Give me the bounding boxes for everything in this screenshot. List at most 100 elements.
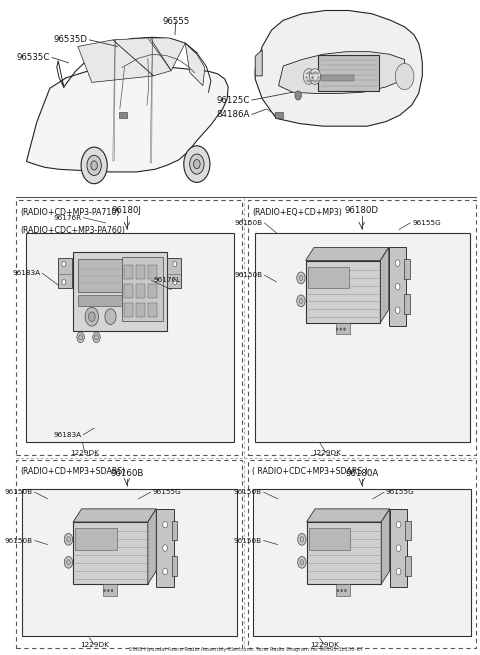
- Polygon shape: [278, 52, 405, 94]
- Circle shape: [298, 533, 306, 545]
- Polygon shape: [73, 509, 156, 522]
- Text: 96180A: 96180A: [345, 469, 378, 478]
- Polygon shape: [150, 38, 185, 71]
- Circle shape: [340, 328, 342, 330]
- Bar: [73, 522, 148, 584]
- Circle shape: [93, 332, 100, 343]
- Circle shape: [395, 64, 414, 90]
- Bar: [148, 284, 157, 298]
- Circle shape: [297, 295, 305, 307]
- Bar: [336, 584, 350, 596]
- Bar: [336, 323, 349, 334]
- Bar: [123, 265, 133, 279]
- Text: 84186A: 84186A: [216, 110, 250, 119]
- Bar: [123, 284, 133, 298]
- Text: 96150B: 96150B: [235, 220, 263, 226]
- Circle shape: [300, 536, 304, 542]
- Text: 96180D: 96180D: [345, 206, 379, 215]
- Circle shape: [91, 161, 97, 170]
- Bar: [405, 521, 411, 540]
- Bar: [275, 112, 283, 119]
- Bar: [172, 556, 177, 576]
- Polygon shape: [78, 40, 154, 83]
- Bar: [168, 258, 181, 288]
- Text: 96535D: 96535D: [53, 35, 87, 45]
- Bar: [255, 233, 470, 442]
- Bar: [390, 509, 408, 588]
- Text: (RADIO+EQ+CD+MP3): (RADIO+EQ+CD+MP3): [252, 208, 342, 217]
- Circle shape: [299, 275, 303, 280]
- Bar: [136, 265, 145, 279]
- Circle shape: [77, 332, 84, 343]
- Circle shape: [395, 307, 400, 314]
- Bar: [156, 509, 174, 588]
- Text: 1229DK: 1229DK: [71, 450, 99, 456]
- Circle shape: [396, 521, 401, 528]
- Bar: [78, 259, 122, 291]
- Circle shape: [190, 154, 204, 174]
- Circle shape: [104, 590, 106, 592]
- Polygon shape: [185, 43, 205, 86]
- Circle shape: [163, 545, 168, 552]
- Text: 96555: 96555: [162, 17, 190, 26]
- Circle shape: [62, 280, 66, 285]
- Circle shape: [193, 160, 200, 169]
- Bar: [22, 489, 237, 636]
- Polygon shape: [307, 509, 390, 522]
- Polygon shape: [148, 509, 156, 584]
- Bar: [123, 303, 133, 316]
- Polygon shape: [306, 248, 389, 261]
- Circle shape: [87, 155, 101, 176]
- Bar: [16, 200, 242, 455]
- Bar: [148, 303, 157, 316]
- Circle shape: [85, 307, 98, 326]
- Bar: [136, 303, 145, 316]
- Circle shape: [395, 284, 400, 290]
- Polygon shape: [381, 509, 390, 584]
- Circle shape: [64, 533, 72, 545]
- Polygon shape: [380, 248, 389, 323]
- Bar: [136, 284, 145, 298]
- Bar: [172, 521, 177, 540]
- Bar: [78, 295, 122, 306]
- Bar: [321, 75, 354, 81]
- Circle shape: [344, 328, 346, 330]
- Bar: [318, 55, 379, 91]
- Polygon shape: [255, 50, 262, 76]
- Bar: [122, 257, 163, 322]
- Bar: [75, 528, 117, 550]
- Text: (RADIO+CD+MP3+SDARS): (RADIO+CD+MP3+SDARS): [21, 468, 126, 476]
- Bar: [103, 584, 117, 596]
- Bar: [16, 460, 242, 648]
- Circle shape: [297, 272, 305, 284]
- Circle shape: [396, 545, 401, 552]
- Polygon shape: [26, 66, 228, 172]
- Circle shape: [184, 146, 210, 182]
- Text: 96183A: 96183A: [12, 271, 40, 276]
- Text: 96150B: 96150B: [235, 272, 263, 278]
- Circle shape: [396, 569, 401, 575]
- Text: 96155G: 96155G: [386, 489, 415, 495]
- Text: 96155G: 96155G: [412, 220, 441, 226]
- Text: 1229DK: 1229DK: [310, 641, 339, 648]
- Bar: [389, 248, 407, 326]
- Circle shape: [300, 559, 304, 565]
- Circle shape: [64, 557, 72, 568]
- Bar: [248, 460, 476, 648]
- Bar: [253, 489, 471, 636]
- Circle shape: [67, 559, 71, 565]
- Text: 96183A: 96183A: [53, 432, 82, 438]
- Text: 96180J: 96180J: [112, 206, 142, 215]
- Text: 1229DK: 1229DK: [312, 450, 341, 456]
- Circle shape: [345, 590, 347, 592]
- Bar: [119, 112, 127, 119]
- Circle shape: [341, 590, 343, 592]
- Text: 96176R: 96176R: [53, 215, 82, 221]
- Text: 96535C: 96535C: [16, 53, 50, 62]
- Circle shape: [337, 590, 339, 592]
- Text: (RADIO+CD+MP3-PA710): (RADIO+CD+MP3-PA710): [21, 208, 120, 217]
- Text: 1229DK: 1229DK: [80, 641, 108, 648]
- Polygon shape: [113, 38, 171, 76]
- Polygon shape: [255, 10, 422, 126]
- Circle shape: [163, 521, 168, 528]
